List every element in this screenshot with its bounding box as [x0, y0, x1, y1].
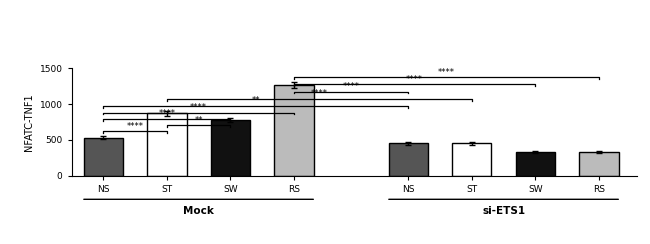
Y-axis label: NFATC-TNF1: NFATC-TNF1	[24, 93, 34, 151]
Text: ****: ****	[190, 103, 207, 112]
Text: si-ETS1: si-ETS1	[482, 206, 525, 216]
Bar	[579, 152, 619, 176]
Bar	[452, 143, 491, 176]
Text: Mock: Mock	[183, 206, 214, 216]
Bar	[389, 143, 428, 176]
Bar	[84, 138, 123, 176]
Text: ****: ****	[406, 75, 423, 84]
Text: ****: ****	[343, 82, 359, 91]
Text: ****: ****	[127, 122, 144, 131]
Bar	[515, 152, 555, 176]
Bar	[274, 85, 313, 176]
Text: ****: ****	[311, 89, 328, 98]
Bar	[147, 113, 187, 176]
Text: **: **	[252, 96, 260, 105]
Text: ****: ****	[438, 68, 455, 77]
Text: **: **	[194, 116, 203, 125]
Bar	[211, 120, 250, 176]
Text: ****: ****	[159, 109, 176, 118]
